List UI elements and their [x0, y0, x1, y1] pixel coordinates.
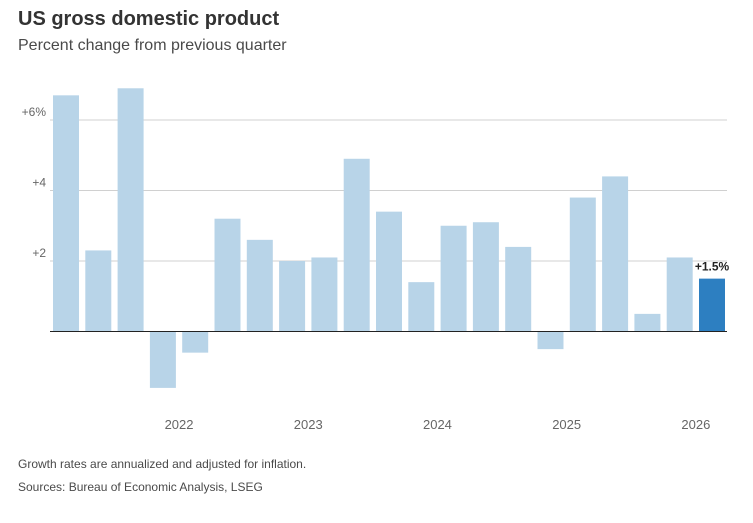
x-tick-label: 2026: [681, 417, 710, 432]
bar: [311, 257, 338, 332]
x-tick-label: 2024: [423, 417, 452, 432]
bar-chart: +6% +4 +2 +1.5% 2022 2023 2024 2025 2026: [22, 88, 730, 432]
bar: [505, 246, 532, 332]
x-tick-label: 2022: [165, 417, 194, 432]
footnote: Growth rates are annualized and adjusted…: [18, 457, 307, 471]
chart-title: US gross domestic product: [18, 8, 280, 30]
bar: [85, 250, 112, 332]
chart-subtitle: Percent change from previous quarter: [18, 37, 287, 54]
bar: [537, 331, 564, 350]
bar: [569, 197, 596, 332]
highlight-bar: [699, 278, 725, 332]
y-tick-label: +2: [32, 246, 46, 260]
bar: [149, 331, 176, 388]
bar: [117, 88, 144, 332]
y-tick-label: +6%: [22, 105, 47, 119]
source-note: Sources: Bureau of Economic Analysis, LS…: [18, 480, 263, 494]
bar: [53, 95, 79, 332]
bar: [246, 239, 273, 332]
y-tick-label: +4: [32, 176, 46, 190]
highlight-data-label: +1.5%: [695, 260, 730, 274]
bar: [472, 222, 499, 332]
bar: [634, 313, 661, 332]
bar: [602, 176, 629, 332]
bar: [440, 225, 467, 332]
bar: [408, 282, 435, 332]
x-tick-label: 2023: [294, 417, 323, 432]
bar: [214, 218, 241, 332]
bar: [376, 211, 402, 332]
bar: [279, 261, 306, 332]
bar: [343, 158, 370, 332]
bar: [666, 257, 693, 332]
bar: [182, 331, 209, 353]
x-tick-label: 2025: [552, 417, 581, 432]
